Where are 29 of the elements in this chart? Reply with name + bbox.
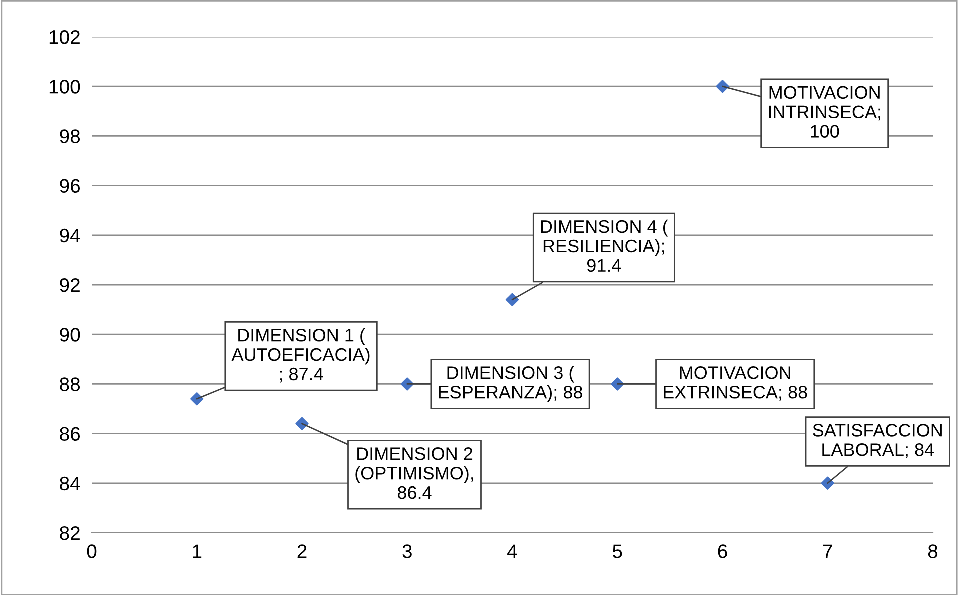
data-label: SATISFACCION LABORAL; 84	[813, 424, 942, 458]
x-tick-label: 4	[508, 544, 518, 558]
y-tick-label: 94	[60, 228, 80, 243]
x-tick-label: 6	[718, 544, 728, 558]
x-tick-label: 2	[298, 544, 307, 558]
data-label: DIMENSION 1 ( AUTOEFICACIA) ; 87.4	[232, 328, 370, 383]
y-tick-label: 84	[60, 476, 80, 491]
data-label: MOTIVACION INTRINSECA; 100	[769, 86, 880, 138]
y-tick-label: 98	[60, 130, 80, 144]
data-label: MOTIVACION EXTRINSECA; 88	[664, 366, 808, 401]
x-tick-label: 5	[612, 544, 622, 558]
point	[821, 476, 834, 490]
data-label: DIMENSION 2 (OPTIMISMO), 86.4	[356, 448, 474, 500]
y-tick-label: 102	[50, 30, 80, 44]
y-tick-label: 86	[60, 427, 80, 442]
y-tick-label: 90	[60, 328, 80, 342]
y-tick-label: 82	[60, 526, 80, 540]
x-tick-label: 1	[193, 544, 202, 558]
data-label: DIMENSION 4 ( RESILIENCIA); 91.4	[541, 220, 668, 272]
point	[506, 293, 520, 306]
data-label: DIMENSION 3 ( ESPERANZA); 88	[439, 366, 582, 402]
x-tick-label: 0	[87, 544, 97, 558]
y-tick-label: 88	[60, 378, 80, 392]
y-tick-label: 100	[50, 80, 80, 94]
y-tick-label: 92	[60, 278, 80, 292]
x-tick-label: 3	[402, 544, 412, 558]
x-tick-label: 8	[928, 544, 938, 558]
y-tick-label: 96	[60, 179, 80, 194]
x-tick-label: 7	[823, 544, 832, 558]
